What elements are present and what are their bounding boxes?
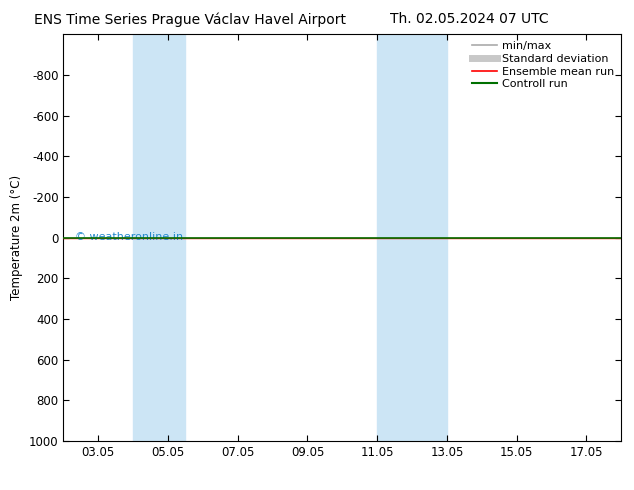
Legend: min/max, Standard deviation, Ensemble mean run, Controll run: min/max, Standard deviation, Ensemble me… [468, 37, 619, 94]
Bar [377, 34, 447, 441]
Bar [133, 34, 185, 441]
Text: Th. 02.05.2024 07 UTC: Th. 02.05.2024 07 UTC [390, 12, 548, 26]
Text: ENS Time Series Prague Václav Havel Airport: ENS Time Series Prague Václav Havel Airp… [34, 12, 346, 27]
Text: © weatheronline.in: © weatheronline.in [75, 232, 183, 242]
Y-axis label: Temperature 2m (°C): Temperature 2m (°C) [10, 175, 23, 300]
